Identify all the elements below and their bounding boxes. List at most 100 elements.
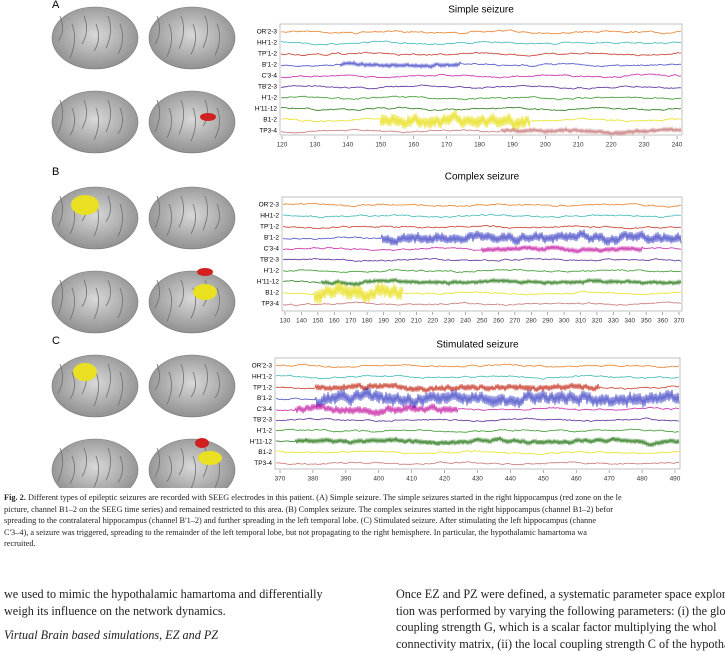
x-tick-label: 190	[378, 318, 389, 325]
trace	[281, 30, 681, 34]
paragraph-line: weigh its influence on the network dynam…	[4, 603, 323, 620]
trace	[276, 462, 679, 465]
figure: A Simple seizure OR'2-3 HH'1-2 TP'1-2 B'1-2 C'…	[0, 0, 725, 488]
channel-label: H'1-2	[257, 428, 273, 435]
x-tick-label: 330	[608, 318, 619, 325]
channel-label: C'3-4	[257, 406, 273, 413]
x-tick-label: 140	[296, 318, 307, 325]
paragraph-line: we used to mimic the hypothalamic hamart…	[4, 586, 323, 603]
channel-label: C'3-4	[264, 246, 280, 253]
channel-label: B1-2	[263, 117, 277, 124]
x-tick-label: 130	[309, 142, 320, 149]
x-tick-label: 370	[275, 476, 286, 483]
x-tick-label: 200	[540, 142, 551, 149]
channel-label: HH'1-2	[257, 40, 277, 47]
x-tick-label: 190	[507, 142, 518, 149]
x-tick-label: 410	[406, 476, 417, 483]
left-column: we used to mimic the hypothalamic hamart…	[4, 586, 323, 644]
x-tick-label: 360	[657, 318, 668, 325]
trace	[276, 375, 679, 379]
paragraph-line: tion was performed by varying the follow…	[396, 603, 725, 620]
trace	[281, 96, 681, 100]
channel-label: TP3-4	[261, 301, 279, 308]
channel-label: B'1-2	[257, 395, 272, 402]
x-tick-label: 450	[538, 476, 549, 483]
brain	[149, 91, 235, 153]
brain	[149, 439, 235, 488]
x-tick-label: 440	[505, 476, 516, 483]
brain-region	[198, 451, 222, 465]
panel-title: Stimulated seizure	[436, 340, 519, 351]
channel-label: OR'2-3	[252, 363, 273, 370]
x-tick-label: 490	[670, 476, 681, 483]
x-tick-label: 220	[606, 142, 617, 149]
x-tick-label: 160	[408, 142, 419, 149]
panel-label: A	[52, 0, 60, 11]
channel-label: TP3-4	[254, 460, 272, 467]
trace	[276, 418, 679, 422]
trace	[276, 436, 679, 446]
trace	[276, 383, 679, 393]
trace	[281, 74, 681, 78]
channel-label: HH1-2	[260, 213, 279, 220]
trace	[281, 52, 681, 56]
x-tick-label: 300	[559, 318, 570, 325]
paragraph-line: Once EZ and PZ were defined, a systemati…	[396, 586, 725, 603]
trace	[283, 279, 681, 286]
channel-label: TP'1-2	[253, 384, 272, 391]
trace	[283, 230, 681, 246]
trace	[276, 364, 679, 368]
brain	[52, 355, 138, 417]
brain	[149, 7, 235, 69]
brain-region	[71, 195, 99, 215]
channel-label: TP'1-2	[258, 51, 277, 58]
brain	[52, 7, 138, 69]
brain	[52, 187, 138, 249]
trace	[283, 214, 681, 218]
brain-region	[195, 438, 209, 448]
caption-line: recruited.	[4, 538, 725, 550]
channel-label: B'1-2	[262, 62, 277, 69]
brain	[149, 355, 235, 417]
x-tick-label: 340	[624, 318, 635, 325]
x-tick-label: 370	[674, 318, 685, 325]
channel-label: TP'1-2	[260, 224, 279, 231]
channel-label: H'11-12	[255, 106, 277, 113]
brain	[52, 91, 138, 153]
x-tick-label: 290	[542, 318, 553, 325]
trace	[276, 388, 679, 409]
x-tick-label: 210	[411, 318, 422, 325]
brain	[149, 187, 235, 249]
x-tick-label: 260	[493, 318, 504, 325]
panel-title: Simple seizure	[448, 5, 514, 16]
section-heading: Virtual Brain based simulations, EZ and …	[4, 627, 323, 644]
channel-label: B'1-2	[264, 235, 279, 242]
brain	[52, 439, 138, 488]
x-tick-label: 120	[277, 142, 288, 149]
brain-region	[73, 363, 97, 381]
channel-label: B1-2	[265, 290, 279, 297]
panel-label: B	[52, 166, 59, 178]
trace	[283, 269, 681, 272]
trace	[281, 110, 681, 129]
panel-label: C	[52, 335, 60, 347]
channel-label: H'1-2	[262, 95, 278, 102]
plot-frame	[282, 197, 682, 311]
brain-region	[193, 284, 217, 300]
brain-region	[200, 113, 216, 121]
paragraph-line: connectivity matrix, (ii) the local coup…	[396, 636, 725, 652]
right-column: Once EZ and PZ were defined, a systemati…	[396, 586, 725, 652]
x-tick-label: 280	[526, 318, 537, 325]
channel-label: TB'2-3	[258, 84, 277, 91]
x-tick-label: 140	[342, 142, 353, 149]
x-tick-label: 210	[573, 142, 584, 149]
x-tick-label: 150	[312, 318, 323, 325]
trace	[281, 41, 681, 45]
x-tick-label: 400	[373, 476, 384, 483]
trace	[283, 225, 681, 229]
channel-label: TP3-4	[259, 128, 277, 135]
x-tick-label: 160	[329, 318, 340, 325]
caption-line: C'3–4), a seizure was triggered, spreadi…	[4, 527, 725, 539]
x-tick-label: 460	[571, 476, 582, 483]
trace	[283, 203, 681, 207]
